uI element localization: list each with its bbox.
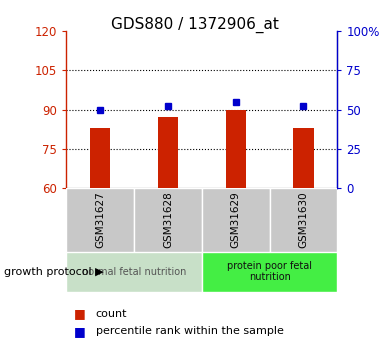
Text: GSM31627: GSM31627 [95,191,105,248]
Bar [90,128,110,188]
Bar [66,252,202,292]
Bar [202,252,337,292]
Text: ■: ■ [74,307,86,321]
Bar [134,188,202,252]
Bar [293,128,314,188]
Text: ■: ■ [74,325,86,338]
Bar [158,117,178,188]
Bar [202,188,269,252]
Text: normal fetal nutrition: normal fetal nutrition [82,267,186,277]
Text: GSM31629: GSM31629 [231,191,241,248]
Text: count: count [96,309,127,319]
Text: growth protocol ▶: growth protocol ▶ [4,267,103,277]
Text: GDS880 / 1372906_at: GDS880 / 1372906_at [111,17,279,33]
Text: GSM31628: GSM31628 [163,191,173,248]
Bar [66,188,134,252]
Bar [225,110,246,188]
Bar [269,188,337,252]
Text: protein poor fetal
nutrition: protein poor fetal nutrition [227,261,312,283]
Text: GSM31630: GSM31630 [298,191,308,248]
Text: percentile rank within the sample: percentile rank within the sample [96,326,284,336]
